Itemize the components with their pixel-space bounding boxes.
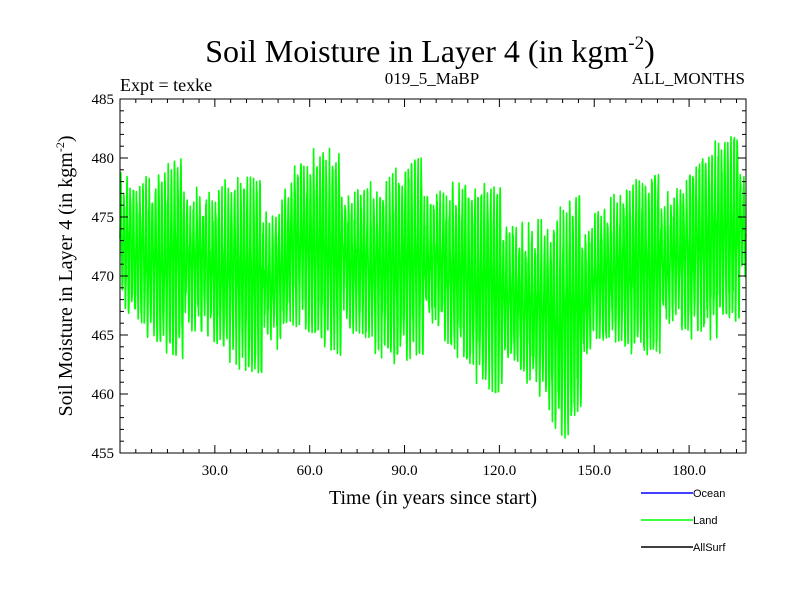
- legend-label-land: Land: [693, 515, 717, 527]
- y-axis-label-close: ): [55, 135, 77, 142]
- y-tick-label: 460: [92, 387, 115, 403]
- chart-title-superscript: -2: [628, 33, 644, 54]
- x-tick-label: 150.0: [577, 463, 611, 479]
- x-axis-label: Time (in years since start): [329, 487, 537, 509]
- legend: Ocean Land AllSurf: [641, 488, 726, 554]
- y-axis-label-superscript: -2: [53, 142, 67, 152]
- chart-title: Soil Moisture in Layer 4 (in kgm-2): [205, 33, 655, 69]
- legend-label-ocean: Ocean: [693, 488, 725, 500]
- x-tick-label: 30.0: [202, 463, 228, 479]
- plot-area: 30.0 60.0 90.0 120.0 150.0 180.0 455 460 465 470…: [92, 92, 747, 479]
- y-tick-label: 485: [92, 92, 115, 108]
- x-tick-label: 60.0: [297, 463, 323, 479]
- y-tick-label: 480: [92, 151, 115, 167]
- x-tick-label: 90.0: [391, 463, 417, 479]
- y-axis-label: Soil Moisture in Layer 4 (in kgm-2): [53, 135, 77, 416]
- land-series-polyline: [119, 136, 747, 439]
- x-tick-label: 120.0: [483, 463, 517, 479]
- y-tick-label: 455: [92, 446, 115, 462]
- y-tick-label: 470: [92, 269, 115, 285]
- months-label: ALL_MONTHS: [632, 69, 745, 88]
- legend-label-allsurf: AllSurf: [693, 542, 726, 554]
- period-label: 019_5_MaBP: [385, 69, 479, 88]
- land-series-line: [119, 136, 747, 439]
- chart-title-main: Soil Moisture in Layer 4 (in kgm: [205, 33, 628, 69]
- x-tick-label: 180.0: [672, 463, 706, 479]
- y-axis-label-main: Soil Moisture in Layer 4 (in kgm: [55, 152, 77, 417]
- experiment-label: Expt = texke: [120, 75, 212, 95]
- x-axis-ticks: 30.0 60.0 90.0 120.0 150.0 180.0: [135, 99, 738, 479]
- y-axis-ticks: 455 460 465 470 475 480 485: [92, 92, 746, 462]
- chart-title-close: ): [644, 33, 655, 69]
- y-tick-label: 465: [92, 328, 115, 344]
- y-tick-label: 475: [92, 210, 115, 226]
